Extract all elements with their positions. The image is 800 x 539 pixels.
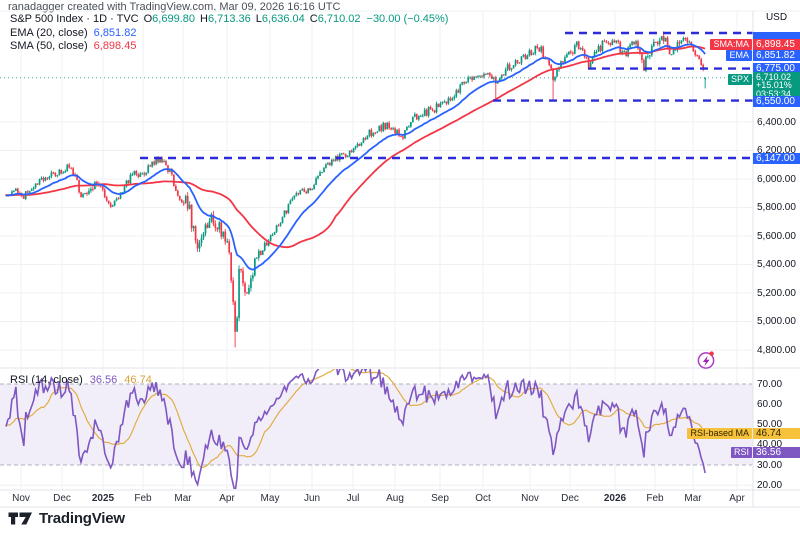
tradingview-logo-text: TradingView xyxy=(39,510,125,527)
close-value: 6,710.02 xyxy=(317,13,361,25)
symbol-legend: S&P 500 Index · 1D · TVC O6,699.80 H6,713.… xyxy=(10,13,448,25)
high-label: H xyxy=(200,13,208,25)
low-label: L xyxy=(255,13,262,25)
ema-legend-value: 6,851.82 xyxy=(93,27,137,39)
close-label: C xyxy=(309,13,318,25)
rsi-legend: RSI (14, close) 36.56 46.74 xyxy=(10,374,152,386)
lightning-icon xyxy=(697,351,715,369)
low-value: 6,636.04 xyxy=(261,13,305,25)
rsi-pane xyxy=(5,369,706,489)
change-value: −30.00 (−0.45%) xyxy=(366,13,449,25)
open-value: 6,699.80 xyxy=(152,13,195,25)
price-pane xyxy=(5,31,706,348)
sma-legend: SMA (50, close) 6,898.45 xyxy=(10,40,136,52)
attribution-text: ranadagger created with TradingView.com,… xyxy=(8,1,341,13)
ema-legend-label: EMA (20, close) xyxy=(10,27,88,39)
ema-line xyxy=(5,43,706,271)
open-label: O xyxy=(143,13,153,25)
high-value: 6,713.36 xyxy=(207,13,251,25)
sma-legend-label: SMA (50, close) xyxy=(10,40,88,52)
sma-line xyxy=(5,45,706,249)
symbol-title[interactable]: S&P 500 Index · 1D · TVC xyxy=(10,13,139,25)
rsi-legend-value: 36.56 xyxy=(89,374,118,386)
rsi-line xyxy=(5,369,706,489)
tradingview-mark-icon xyxy=(8,512,32,525)
sma-legend-value: 6,898.45 xyxy=(93,40,137,52)
rsi-ma-legend-value: 46.74 xyxy=(124,374,152,386)
tradingview-logo[interactable]: TradingView xyxy=(8,510,125,527)
rsi-legend-label: RSI (14, close) xyxy=(10,374,83,386)
ema-legend: EMA (20, close) 6,851.82 xyxy=(10,27,136,39)
currency-label: USD xyxy=(765,12,788,23)
flash-button[interactable] xyxy=(696,350,717,371)
